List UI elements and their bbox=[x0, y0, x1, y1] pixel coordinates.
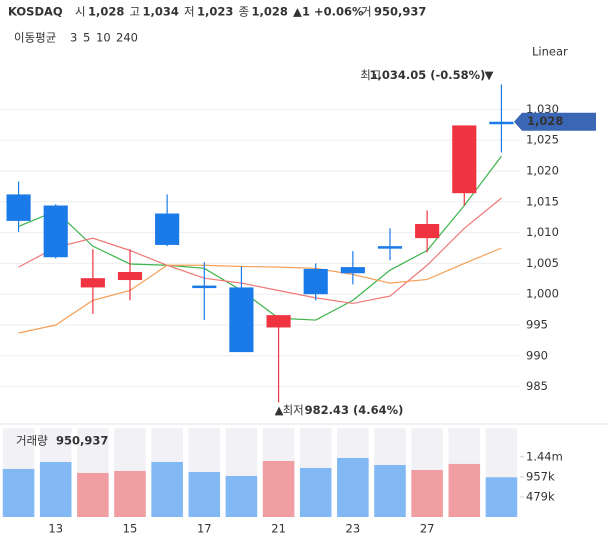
x-tick-label: 21 bbox=[271, 522, 286, 536]
x-tick-label: 23 bbox=[346, 522, 361, 536]
candle-body bbox=[415, 223, 440, 239]
candle-body bbox=[155, 213, 180, 245]
y-tick-label: 1,005 bbox=[526, 256, 559, 270]
candle-body bbox=[266, 315, 291, 328]
price-tag: 1,028 bbox=[527, 114, 563, 128]
volume-tick-label: 957k bbox=[526, 470, 555, 484]
x-tick-label: 27 bbox=[420, 522, 435, 536]
header-label: 종 bbox=[239, 5, 250, 19]
y-tick-label: 1,030 bbox=[526, 102, 559, 116]
volume-bar bbox=[39, 461, 72, 517]
y-tick-label: 1,010 bbox=[526, 225, 559, 239]
ma-line bbox=[18, 247, 502, 334]
price-tag-bg bbox=[514, 112, 596, 131]
ma-title: 이동평균 bbox=[14, 31, 56, 45]
min-arrow: ▲ bbox=[275, 403, 284, 417]
header-value: 1,028 bbox=[88, 5, 124, 19]
ma-line bbox=[18, 155, 502, 321]
volume-bar bbox=[262, 460, 295, 517]
volume-tick-label: 479k bbox=[526, 489, 555, 503]
x-tick-label: 13 bbox=[48, 522, 63, 536]
volume-title: 거래량 bbox=[16, 434, 48, 448]
min-annotation: 982.43 (4.64%) bbox=[305, 403, 404, 417]
candle-body bbox=[377, 246, 403, 249]
header-value: 1,028 bbox=[252, 5, 288, 19]
x-tick-label: 17 bbox=[197, 522, 212, 536]
volume-bar bbox=[411, 469, 443, 517]
max-arrow: ▼ bbox=[485, 68, 494, 82]
header-label: 시 bbox=[75, 5, 86, 19]
legend-entry: 240 bbox=[116, 31, 138, 45]
scale-mode[interactable]: Linear bbox=[532, 45, 568, 59]
candle-body bbox=[340, 267, 365, 274]
legend-entry: 10 bbox=[96, 31, 111, 45]
volume-bar bbox=[299, 467, 332, 517]
y-tick-label: 1,025 bbox=[526, 133, 559, 147]
volume-bar bbox=[448, 463, 481, 517]
candle-body bbox=[43, 205, 68, 258]
min-label: 최저 bbox=[283, 403, 304, 417]
header-label: 고 bbox=[130, 5, 141, 19]
volume-value: 950,937 bbox=[56, 434, 108, 448]
y-tick-label: 1,015 bbox=[526, 194, 559, 208]
y-tick-label: 1,020 bbox=[526, 164, 559, 178]
volume-tick-label: 1.44m bbox=[526, 449, 563, 463]
volume-bar bbox=[77, 472, 109, 517]
legend-entry: 5 bbox=[83, 31, 90, 45]
header-value: 1,034 bbox=[143, 5, 179, 19]
volume-bar bbox=[114, 470, 146, 517]
volume-bar bbox=[151, 461, 183, 517]
y-tick-label: 1,000 bbox=[526, 287, 559, 301]
candle-body bbox=[117, 272, 143, 281]
y-tick-label: 985 bbox=[526, 379, 548, 393]
max-label: 최고 bbox=[360, 68, 381, 82]
candle-body bbox=[80, 278, 105, 288]
y-tick-label: 995 bbox=[526, 318, 548, 332]
candle-body bbox=[452, 125, 477, 194]
candle-body bbox=[192, 285, 217, 289]
header-label: 저 bbox=[184, 5, 195, 19]
volume-bar bbox=[188, 471, 221, 517]
header-label: 거 bbox=[361, 5, 372, 19]
volume-bar bbox=[374, 464, 406, 517]
change: 1 bbox=[302, 5, 310, 19]
volume-bar bbox=[485, 477, 518, 517]
change-arrow: ▲ bbox=[293, 5, 302, 19]
x-tick-label: 15 bbox=[123, 522, 138, 536]
volume-bar bbox=[2, 468, 35, 517]
max-annotation: 1,034.05 (-0.58%) bbox=[369, 68, 485, 82]
candle-body bbox=[489, 121, 514, 125]
legend-entry: 3 bbox=[70, 31, 77, 45]
candle-body bbox=[229, 287, 254, 353]
volume-bar bbox=[225, 475, 258, 517]
ma-line bbox=[18, 197, 502, 305]
symbol: KOSDAQ bbox=[8, 5, 63, 19]
change-pct: +0.06% bbox=[314, 5, 364, 19]
y-tick-label: 990 bbox=[526, 348, 548, 362]
volume-bar bbox=[337, 457, 369, 517]
header-value: 1,023 bbox=[197, 5, 233, 19]
header-value: 950,937 bbox=[374, 5, 426, 19]
candle-body bbox=[6, 194, 31, 221]
candle-body bbox=[303, 268, 328, 295]
